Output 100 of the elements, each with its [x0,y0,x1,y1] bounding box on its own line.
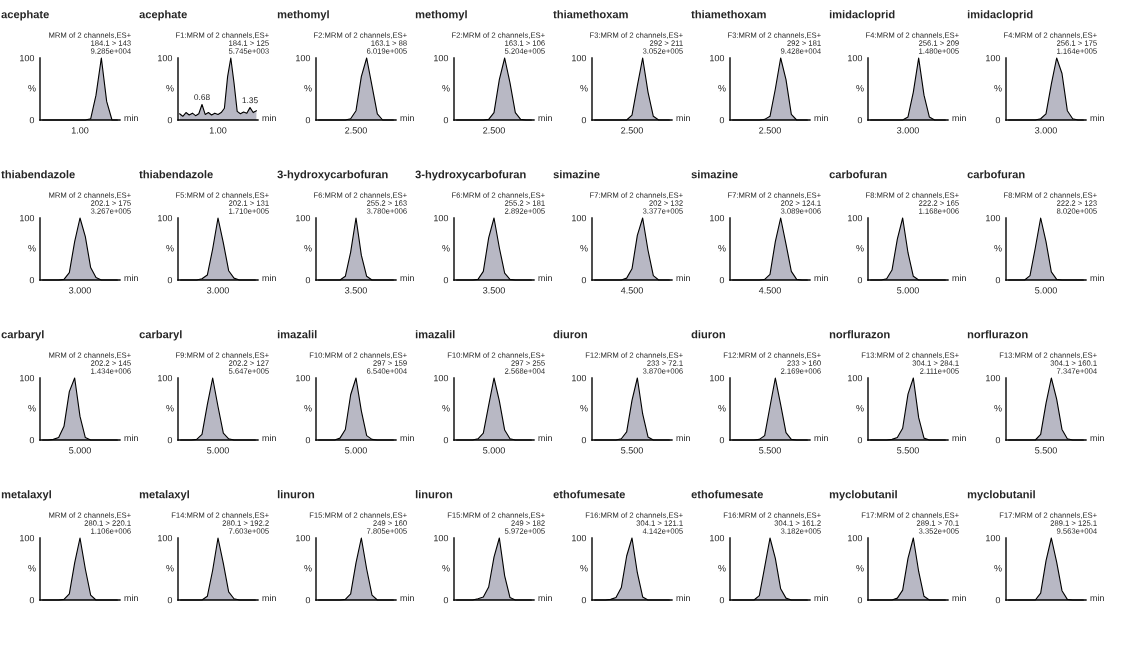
text: 5.500 [1035,447,1057,454]
chart-title: norflurazon [967,330,1028,339]
chart-title: carbofuran [967,170,1025,179]
y-tick-label: 100 [296,534,311,542]
y-tick-label: 100 [158,214,173,222]
y-tick-label: 0 [443,436,449,444]
x-axis-title: min [814,594,828,602]
y-tick-label: 100 [20,534,35,542]
chart-title: imidacloprid [967,10,1033,21]
x-axis-title: min [814,274,828,282]
y-tick-label: 100 [434,534,449,542]
y-axis-title: % [856,245,864,252]
y-tick-label: 0 [719,276,725,284]
y-axis-title: % [580,405,588,412]
x-axis-title: min [952,114,966,122]
y-axis-title: % [856,405,864,412]
x-axis-title: min [538,594,552,602]
x-axis-title: min [124,434,138,442]
y-tick-label: 0 [995,116,1001,124]
y-tick-label: 0 [29,116,35,124]
chart-title: thiabendazole [1,170,75,179]
x-axis-title: min [538,434,552,442]
y-tick-label: 0 [581,436,587,444]
chart-title: carbaryl [1,330,44,341]
y-axis-title: % [994,405,1002,412]
y-tick-label: 0 [719,596,725,604]
x-axis-title: min [538,114,552,122]
y-tick-label: 0 [443,116,449,124]
x-axis-title: min [262,434,276,442]
y-tick-label: 0 [29,596,35,604]
y-axis-title: % [442,85,450,92]
y-axis-title: % [28,405,36,412]
x-axis-title: min [400,114,414,122]
y-tick-label: 0 [995,596,1001,604]
y-axis-title: % [304,565,312,572]
text: 5.500 [759,447,781,454]
chart-title: ethofumesate [691,490,763,499]
text: 2.500 [483,127,505,134]
x-axis-title: min [1090,594,1104,602]
x-axis-title: min [400,594,414,602]
y-axis-title: % [580,245,588,252]
x-axis-title: min [1090,274,1104,282]
x-axis-title: min [262,594,276,602]
text: 5.000 [207,447,229,454]
y-tick-label: 100 [296,214,311,222]
text: 2.500 [759,127,781,134]
y-tick-label: 100 [848,54,863,62]
y-tick-label: 100 [572,54,587,62]
chart-title: acephate [139,10,187,21]
x-axis-title: min [676,594,690,602]
x-axis-title: min [814,434,828,442]
y-tick-label: 100 [710,214,725,222]
y-tick-label: 0 [443,596,449,604]
y-tick-label: 0 [167,276,173,284]
chart-title: thiamethoxam [553,10,628,19]
y-tick-label: 0 [857,596,863,604]
y-tick-label: 0 [167,596,173,604]
chart-title: acephate [1,10,49,21]
y-tick-label: 100 [848,534,863,542]
chart-title: metalaxyl [139,490,189,501]
y-tick-label: 100 [572,374,587,382]
y-axis-title: % [580,85,588,92]
x-axis-title: min [676,434,690,442]
y-tick-label: 100 [848,374,863,382]
chart-title: ethofumesate [553,490,625,499]
y-tick-label: 0 [443,276,449,284]
y-axis-title: % [442,565,450,572]
x-axis-title: min [262,274,276,282]
text: 5.000 [69,447,91,454]
y-tick-label: 0 [581,276,587,284]
text: 5.500 [897,447,919,454]
y-tick-label: 100 [20,54,35,62]
y-axis-title: % [580,565,588,572]
y-tick-label: 100 [20,374,35,382]
y-axis-title: % [304,245,312,252]
y-tick-label: 0 [719,116,725,124]
text: 5.000 [483,447,505,454]
chart-title: diuron [553,330,587,339]
y-tick-label: 0 [857,436,863,444]
y-tick-label: 0 [719,436,725,444]
chart-title: myclobutanil [967,490,1035,501]
chart-title: linuron [415,490,453,499]
y-tick-label: 100 [20,214,35,222]
chart-title: diuron [691,330,725,339]
chart-title: thiabendazole [139,170,213,179]
annotation: 1.35 [242,97,258,104]
x-axis-title: min [952,274,966,282]
x-axis-title: min [400,274,414,282]
y-tick-label: 0 [305,276,311,284]
text: 3.500 [345,287,367,294]
y-tick-label: 100 [434,54,449,62]
y-tick-label: 100 [986,54,1001,62]
x-axis-title: min [952,594,966,602]
y-tick-label: 100 [158,374,173,382]
y-axis-title: % [166,85,174,92]
y-tick-label: 100 [434,374,449,382]
x-axis-title: min [262,114,276,122]
y-axis-title: % [856,85,864,92]
y-tick-label: 0 [29,436,35,444]
y-axis-title: % [304,85,312,92]
